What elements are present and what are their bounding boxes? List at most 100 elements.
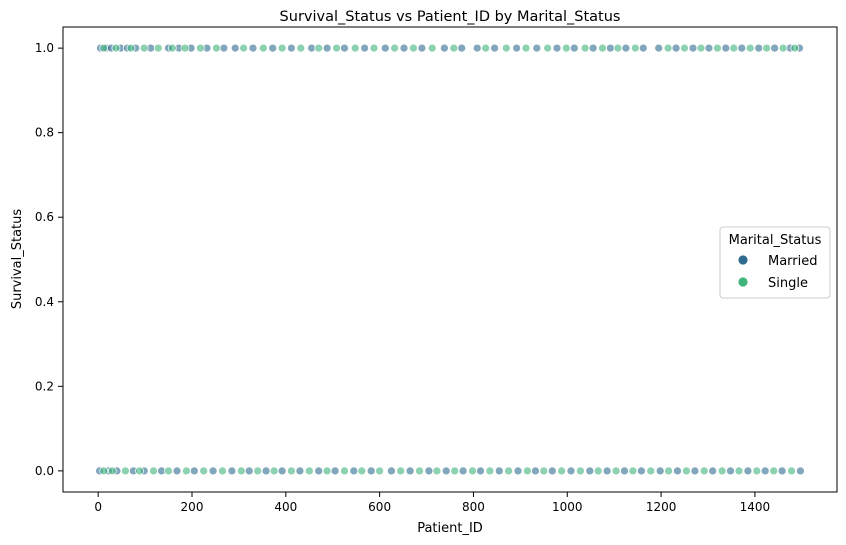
point-married-74 [585,466,595,476]
plot-frame [62,26,838,493]
point-married-20 [380,43,390,53]
point-single-55 [357,466,367,476]
point-single-17 [390,43,399,53]
point-single-42 [135,466,144,476]
point-single-48 [236,466,246,476]
point-single-78 [769,466,779,476]
point-married-63 [387,466,396,476]
point-married-53 [208,466,218,476]
point-married-51 [172,466,182,476]
legend: Marital_Status Married Single [719,226,831,299]
point-married-84 [760,466,770,476]
point-single-70 [628,466,638,476]
point-single-32 [696,43,706,53]
point-single-41 [121,466,130,476]
point-single-46 [199,466,209,476]
point-married-40 [737,43,747,53]
x-axis: 0 200 400 600 800 1000 1200 1400 [94,492,770,514]
point-married-17 [322,43,332,53]
point-married-73 [566,466,576,476]
point-single-2 [126,43,136,53]
point-single-6 [180,43,190,53]
point-single-38 [790,43,800,53]
point-married-35 [654,43,664,53]
point-married-82 [726,466,735,476]
point-single-58 [415,466,424,476]
point-married-31 [588,43,598,53]
legend-marker-married [737,254,749,266]
point-single-28 [613,43,623,53]
legend-label-married: Married [768,254,818,269]
point-single-31 [680,43,689,53]
point-single-18 [409,43,418,53]
point-single-14 [332,43,341,53]
y-tick-label: 0.2 [35,379,54,393]
point-single-76 [734,466,744,476]
point-married-79 [673,466,682,476]
point-single-20 [449,43,459,53]
point-married-15 [287,43,296,53]
point-married-78 [655,466,665,476]
point-married-12 [230,43,240,53]
point-married-39 [721,43,731,53]
point-single-53 [322,466,332,476]
point-single-71 [646,466,656,476]
point-married-33 [621,43,631,53]
y-tick-label: 0.6 [35,210,54,224]
point-single-51 [287,466,296,476]
point-single-67 [576,466,585,476]
point-single-66 [557,466,566,476]
y-axis: 0.0 0.2 0.4 0.6 0.8 1.0 [35,41,63,478]
x-tick-label: 800 [462,500,485,514]
point-married-72 [547,466,557,476]
point-single-24 [543,43,552,53]
y-tick-label: 0.8 [35,126,54,140]
point-married-59 [314,466,324,476]
point-married-85 [777,466,787,476]
x-tick-label: 0 [94,500,102,514]
point-single-52 [304,466,314,476]
point-single-21 [481,43,491,53]
x-axis-label: Patient_ID [417,521,483,536]
point-single-16 [369,43,379,53]
point-single-3 [139,43,149,53]
point-single-25 [561,43,571,53]
point-single-13 [314,43,324,53]
point-single-77 [752,466,762,476]
point-single-15 [350,43,360,53]
point-married-28 [532,43,542,53]
point-married-30 [569,43,579,53]
point-married-14 [268,43,278,53]
point-single-11 [277,43,287,53]
point-single-49 [253,466,263,476]
legend-label-single: Single [768,276,808,291]
point-married-56 [261,466,271,476]
point-single-30 [663,43,673,53]
point-married-21 [399,43,409,53]
point-married-22 [417,43,427,53]
legend-marker-single [737,276,749,288]
point-single-0 [99,43,109,53]
y-tick-label: 0.0 [35,464,54,478]
point-single-8 [212,43,221,53]
point-married-55 [244,466,254,476]
point-single-57 [396,466,406,476]
point-single-56 [375,466,384,476]
point-married-64 [405,466,415,476]
point-married-81 [708,466,718,476]
point-single-22 [501,43,511,53]
point-married-77 [637,466,646,476]
point-married-71 [531,466,540,476]
point-single-19 [427,43,437,53]
point-single-61 [468,466,477,476]
x-tick-label: 400 [274,500,297,514]
point-married-58 [295,466,305,476]
point-single-4 [153,43,163,53]
point-married-83 [743,466,753,476]
point-single-43 [149,466,158,476]
point-single-34 [729,43,739,53]
point-single-36 [762,43,771,53]
point-single-37 [778,43,788,53]
point-married-60 [330,466,340,476]
